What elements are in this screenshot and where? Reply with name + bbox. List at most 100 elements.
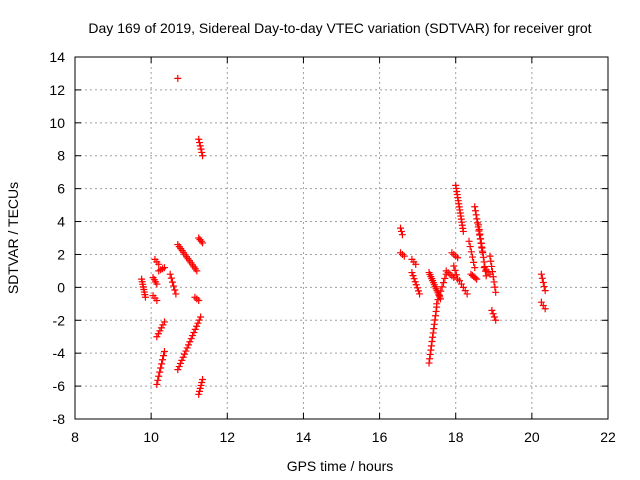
data-point: [416, 290, 424, 298]
data-point: [153, 280, 161, 288]
y-tick-label: 4: [57, 214, 65, 230]
data-point: [489, 310, 497, 318]
data-point: [187, 335, 195, 343]
data-point: [199, 152, 207, 160]
x-tick-label: 16: [372, 429, 388, 445]
y-tick-label: 0: [57, 279, 65, 295]
data-point: [197, 313, 205, 321]
data-point: [155, 372, 163, 380]
data-point: [156, 327, 164, 335]
data-point: [195, 297, 203, 305]
data-point: [195, 139, 203, 147]
data-point: [541, 287, 549, 295]
data-point: [174, 366, 182, 374]
data-point: [450, 262, 458, 270]
data-point: [190, 328, 198, 336]
plot-frame: [74, 56, 609, 420]
x-tick-label: 22: [600, 429, 616, 445]
data-point: [488, 306, 496, 314]
data-point: [159, 356, 167, 364]
x-tick-label: 20: [524, 429, 540, 445]
data-point: [397, 224, 405, 232]
data-point: [541, 305, 549, 313]
data-point: [193, 322, 201, 330]
data-point: [398, 231, 406, 239]
data-point: [492, 316, 500, 324]
x-tick-label: 14: [296, 429, 312, 445]
data-point: [479, 253, 487, 261]
data-point: [155, 260, 163, 268]
data-point: [153, 380, 161, 388]
x-tick-label: 12: [219, 429, 235, 445]
data-point: [195, 387, 203, 395]
y-tick-label: -8: [53, 411, 66, 427]
data-point: [195, 390, 203, 398]
data-point: [400, 252, 408, 260]
data-point: [195, 316, 203, 324]
data-point: [153, 333, 161, 341]
data-point: [539, 278, 547, 286]
data-point: [488, 268, 496, 276]
data-point: [490, 278, 498, 286]
data-point: [473, 215, 481, 223]
data-point: [189, 332, 197, 340]
data-point: [488, 262, 496, 270]
data-point: [160, 318, 168, 326]
data-point: [451, 266, 459, 274]
data-point: [193, 267, 201, 275]
data-point: [412, 260, 420, 268]
data-point: [174, 74, 182, 82]
data-point: [475, 221, 483, 229]
data-point: [182, 347, 190, 355]
data-point: [141, 293, 149, 301]
data-point: [197, 237, 205, 245]
data-point: [170, 282, 178, 290]
data-point: [490, 313, 498, 321]
data-point: [452, 271, 460, 279]
data-point: [414, 287, 422, 295]
data-point: [397, 227, 405, 235]
data-point: [408, 269, 416, 277]
data-point: [172, 290, 180, 298]
y-tick-label: -2: [53, 312, 66, 328]
data-point: [197, 145, 205, 153]
data-point: [198, 148, 206, 156]
x-axis-label: GPS time / hours: [287, 458, 394, 474]
data-point: [476, 230, 484, 238]
data-point: [472, 211, 480, 219]
data-point: [477, 239, 485, 247]
y-tick-label: 8: [57, 148, 65, 164]
y-tick-label: 12: [49, 82, 65, 98]
data-point: [175, 363, 183, 371]
data-point: [487, 257, 495, 265]
data-point: [409, 272, 417, 280]
data-point: [433, 300, 441, 308]
data-point: [486, 252, 494, 260]
data-point: [489, 273, 497, 281]
data-point: [199, 239, 207, 247]
data-point: [166, 270, 174, 278]
data-point: [179, 353, 187, 361]
y-tick-label: 6: [57, 181, 65, 197]
data-point: [471, 207, 479, 215]
data-point: [197, 381, 205, 389]
y-tick-label: 2: [57, 246, 65, 262]
x-tick-label: 8: [71, 429, 79, 445]
data-point: [154, 330, 162, 338]
data-point: [411, 278, 419, 286]
data-point: [157, 324, 165, 332]
x-tick-label: 18: [448, 429, 464, 445]
data-point: [171, 286, 179, 294]
data-point: [454, 254, 462, 262]
data-point: [153, 297, 161, 305]
data-point: [540, 283, 548, 291]
data-point: [471, 203, 479, 211]
data-point: [178, 356, 186, 364]
data-point: [468, 253, 476, 261]
data-point: [167, 274, 175, 282]
data-point: [196, 142, 204, 150]
data-point: [156, 368, 164, 376]
x-tick-label: 10: [143, 429, 159, 445]
data-point: [466, 243, 474, 251]
